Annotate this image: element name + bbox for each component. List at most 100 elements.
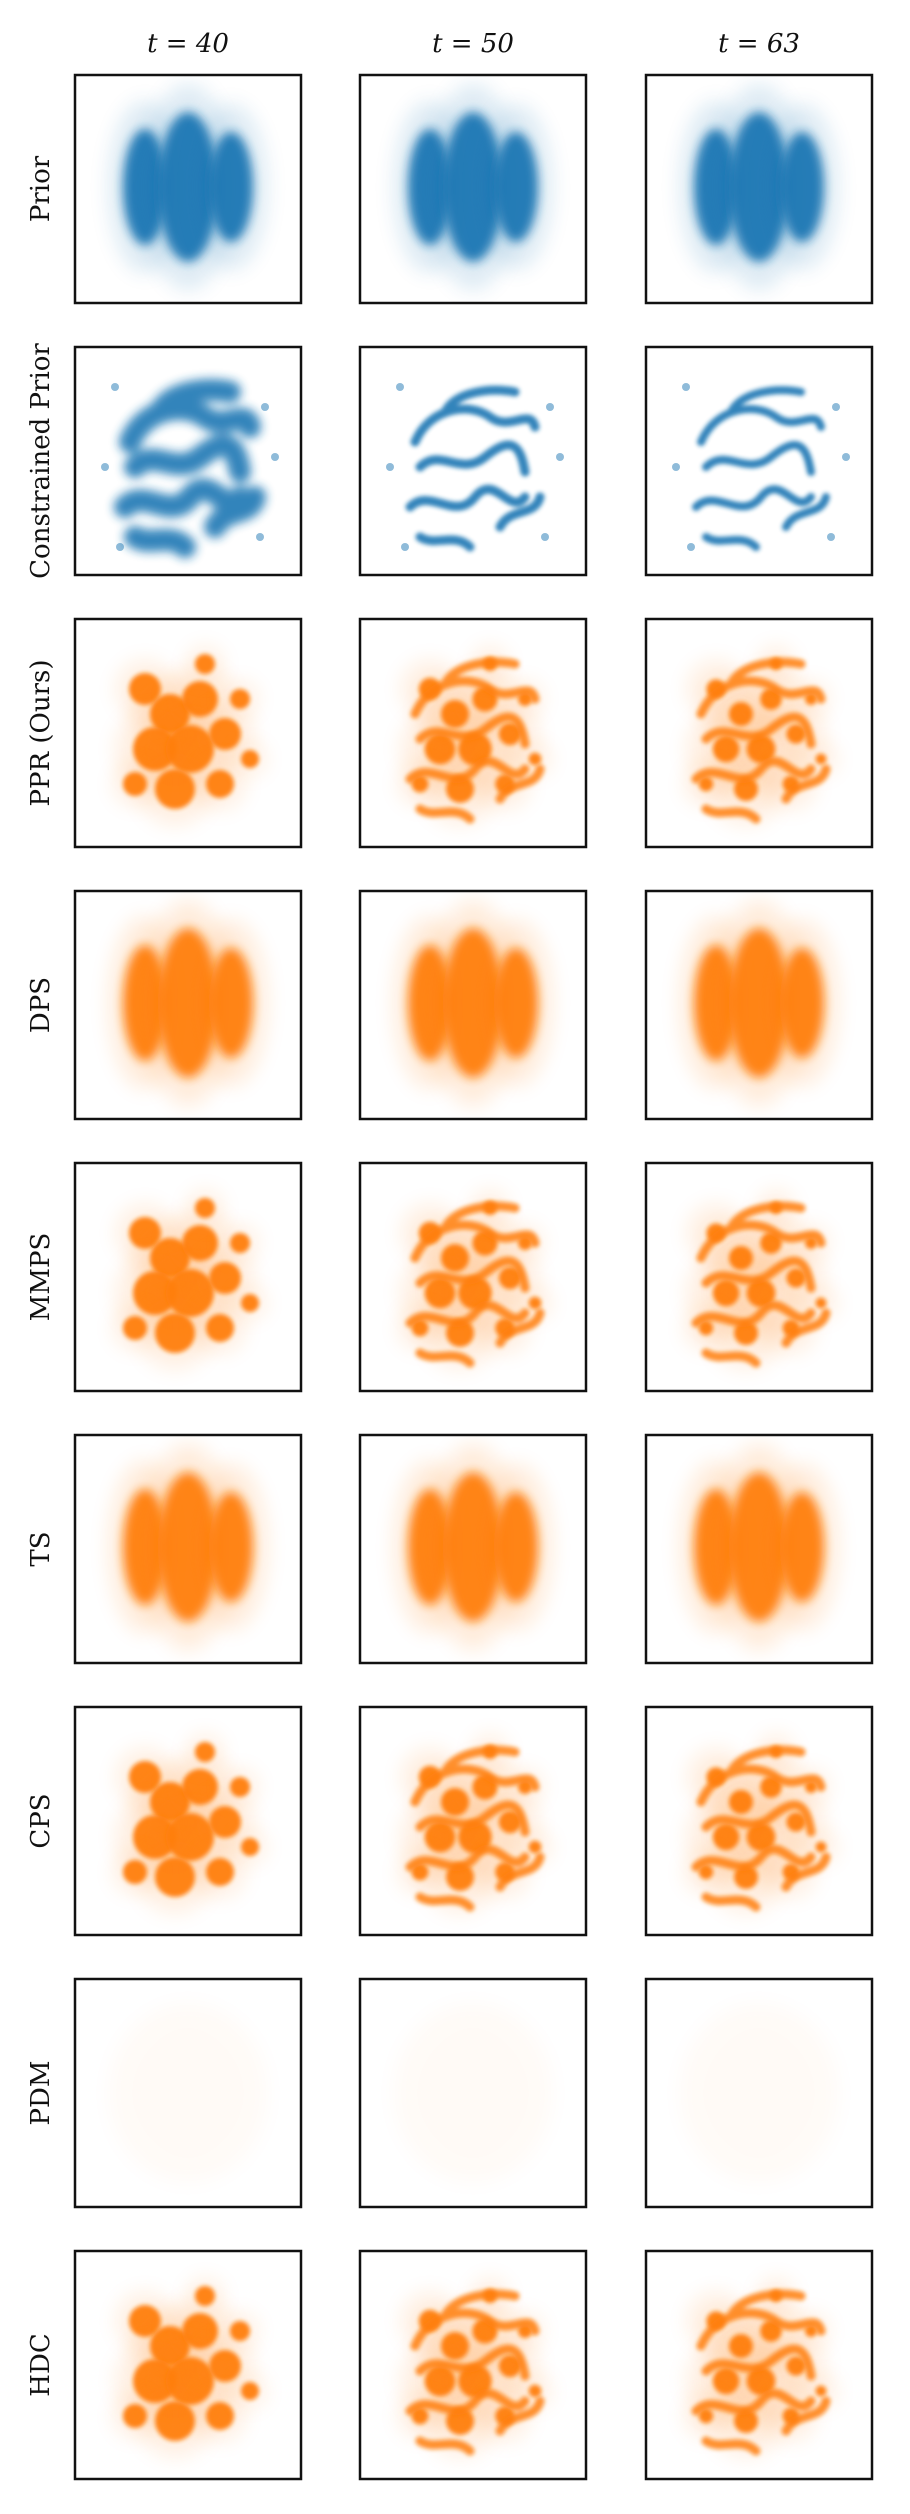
blob [241,1838,259,1856]
dot [386,463,394,471]
blob [155,1857,195,1897]
blob [815,753,827,765]
squiggle [405,657,545,824]
panel-frame [73,73,303,305]
row-label: HDC [26,2333,56,2396]
blob [805,2325,817,2337]
panel-content [113,1734,267,1913]
blob [528,1296,542,1310]
blob [230,689,250,709]
faint [393,2003,553,2183]
blob [734,2409,758,2433]
blob [241,750,259,768]
panel-content [108,2003,268,2183]
blob [230,2321,250,2341]
blob [206,1314,234,1342]
dot [271,453,279,461]
squiggle [691,1745,831,1912]
panel-content [109,900,267,1106]
blob [528,1840,542,1854]
blob [209,2350,241,2382]
squiggle [405,385,545,552]
blob [805,1781,817,1793]
panel [358,1977,588,2209]
panel [358,2249,588,2481]
panel-content [101,379,279,558]
squiggle [691,2289,831,2456]
panel [644,1161,874,1393]
panel-content [680,1444,838,1650]
panel-content [679,2003,839,2183]
panel-frame [644,889,874,1121]
row-label: PPR (Ours) [26,660,56,807]
blob [494,1492,538,1602]
blob [786,1812,806,1832]
panel-frame [644,1977,874,2209]
panel-content [680,84,838,290]
panel-frame [73,2249,303,2481]
panel [73,1977,303,2209]
blob [123,1316,147,1340]
panel-frame [644,617,874,849]
blob [528,752,542,766]
dot [556,453,564,461]
blob [734,777,758,801]
column-header: t = 63 [718,29,800,59]
panel-frame [358,1161,588,1393]
panel-frame [644,2249,874,2481]
blob [786,2356,806,2376]
blob [123,1860,147,1884]
panel-content [113,1190,267,1369]
panel-content [394,900,552,1106]
faint [108,2003,268,2183]
blob [815,2385,827,2397]
panel-content [113,646,267,825]
panel [644,1977,874,2209]
panel [358,889,588,1121]
blob [780,1492,824,1602]
panel-content [684,2278,838,2457]
dot [111,383,119,391]
panel [644,617,874,849]
blob [209,1262,241,1294]
blob [805,1237,817,1249]
blob [206,2402,234,2430]
panel-frame [644,1161,874,1393]
panel-content [684,646,838,825]
blob [498,722,522,746]
panel [644,345,874,577]
squiggle [692,386,830,551]
panel-content [398,1190,552,1369]
dot [832,403,840,411]
panel-frame [644,73,874,305]
blob [494,132,538,242]
blob [195,2286,215,2306]
blob [498,1810,522,1834]
blob [230,1777,250,1797]
panel-frame [644,345,874,577]
panel-frame [358,1977,588,2209]
panel-content [684,1734,838,1913]
row-label: Constrained Prior [26,343,56,579]
panel [644,73,874,305]
panel [73,345,303,577]
row-label: DPS [26,977,56,1033]
panel-frame [358,2249,588,2481]
dot [401,543,409,551]
blob [195,654,215,674]
panel-frame [358,1433,588,1665]
squiggle [691,657,831,824]
squiggle [405,1201,545,1368]
panel-frame [73,345,303,577]
blob [498,2354,522,2378]
blob [734,1865,758,1889]
squiggle [405,2289,545,2456]
blob [815,1841,827,1853]
panel-content [109,1444,267,1650]
blob [230,1233,250,1253]
panel-frame [73,1705,303,1937]
panel-content [398,2278,552,2457]
blob [498,1266,522,1290]
dot [827,533,835,541]
